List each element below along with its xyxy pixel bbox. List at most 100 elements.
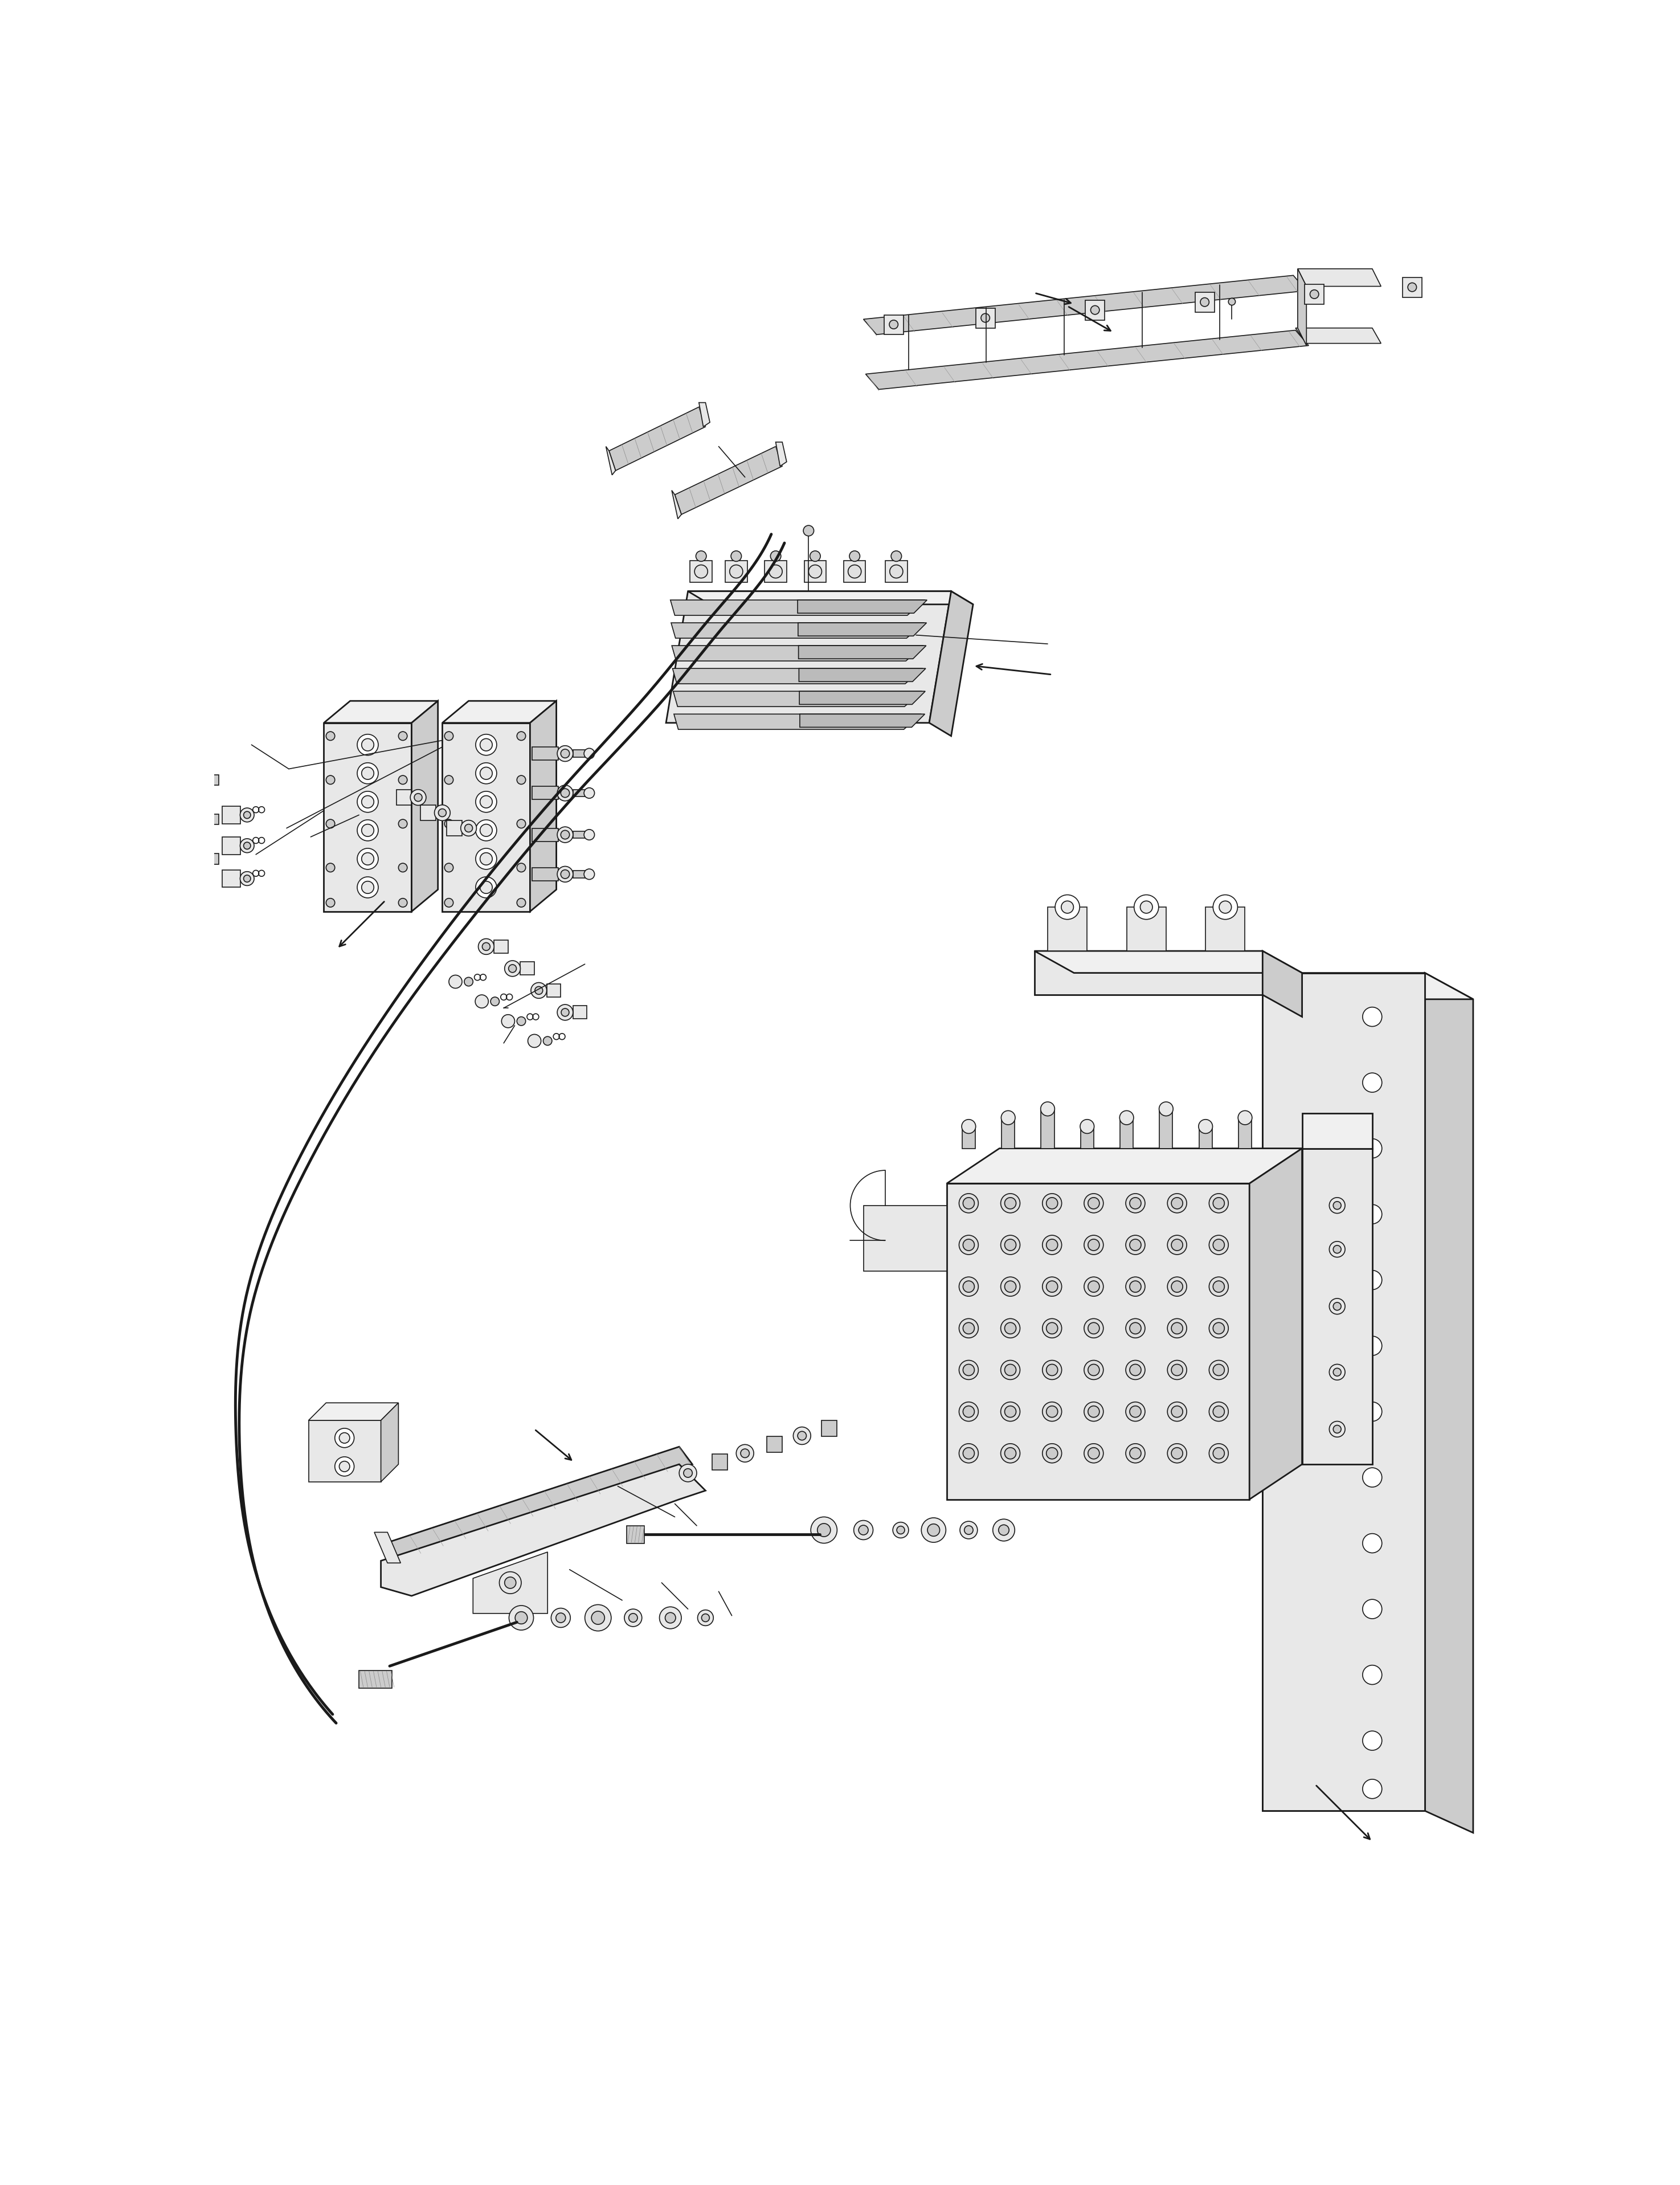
Circle shape xyxy=(897,1525,904,1534)
Circle shape xyxy=(361,767,375,780)
Circle shape xyxy=(1040,1101,1055,1117)
Polygon shape xyxy=(1263,950,1302,1016)
Circle shape xyxy=(1119,1110,1134,1125)
Polygon shape xyxy=(1263,972,1425,1811)
Circle shape xyxy=(963,1449,974,1460)
Circle shape xyxy=(585,830,595,839)
Circle shape xyxy=(244,841,250,850)
Polygon shape xyxy=(726,562,748,583)
Circle shape xyxy=(853,1521,874,1540)
Circle shape xyxy=(1089,1197,1099,1208)
Circle shape xyxy=(480,824,492,837)
Circle shape xyxy=(479,940,494,955)
Circle shape xyxy=(1213,1197,1225,1208)
Circle shape xyxy=(731,551,741,562)
Circle shape xyxy=(1362,1403,1383,1420)
Circle shape xyxy=(1089,1239,1099,1250)
Circle shape xyxy=(1005,1239,1016,1250)
Circle shape xyxy=(1126,1235,1146,1254)
Polygon shape xyxy=(800,714,924,728)
Circle shape xyxy=(771,551,781,562)
Circle shape xyxy=(1210,1318,1228,1337)
Circle shape xyxy=(628,1613,637,1621)
Polygon shape xyxy=(381,1403,398,1481)
Circle shape xyxy=(959,1235,978,1254)
Circle shape xyxy=(558,784,573,802)
Polygon shape xyxy=(670,623,924,638)
Circle shape xyxy=(398,863,407,872)
Circle shape xyxy=(491,996,499,1005)
Circle shape xyxy=(625,1608,642,1626)
Circle shape xyxy=(334,1457,354,1477)
Circle shape xyxy=(810,551,820,562)
Polygon shape xyxy=(1121,1119,1134,1149)
Polygon shape xyxy=(976,308,995,328)
Circle shape xyxy=(445,732,454,741)
Circle shape xyxy=(993,1519,1015,1540)
Circle shape xyxy=(1005,1363,1016,1377)
Polygon shape xyxy=(324,723,412,911)
Circle shape xyxy=(1168,1193,1186,1213)
Polygon shape xyxy=(672,489,682,518)
Circle shape xyxy=(890,566,902,579)
Circle shape xyxy=(1210,1193,1228,1213)
Circle shape xyxy=(561,749,570,758)
Circle shape xyxy=(449,975,462,988)
Polygon shape xyxy=(447,819,462,837)
Polygon shape xyxy=(606,446,615,474)
Circle shape xyxy=(445,898,454,907)
Polygon shape xyxy=(822,1420,837,1436)
Circle shape xyxy=(1134,896,1159,920)
Polygon shape xyxy=(1297,269,1307,345)
Circle shape xyxy=(504,961,521,977)
Circle shape xyxy=(1001,1403,1020,1420)
Polygon shape xyxy=(805,562,827,583)
Circle shape xyxy=(1042,1235,1062,1254)
Polygon shape xyxy=(1042,1110,1055,1149)
Polygon shape xyxy=(420,804,435,822)
Circle shape xyxy=(1228,297,1235,306)
Polygon shape xyxy=(1238,1119,1252,1149)
Circle shape xyxy=(981,312,990,323)
Circle shape xyxy=(502,1014,514,1027)
Circle shape xyxy=(769,566,783,579)
Polygon shape xyxy=(533,828,558,841)
Circle shape xyxy=(729,566,743,579)
Circle shape xyxy=(1362,1534,1383,1554)
Polygon shape xyxy=(712,1455,727,1471)
Circle shape xyxy=(1210,1361,1228,1379)
Polygon shape xyxy=(442,723,529,911)
Circle shape xyxy=(517,863,526,872)
Circle shape xyxy=(558,745,573,760)
Circle shape xyxy=(1001,1318,1020,1337)
Circle shape xyxy=(244,874,250,883)
Circle shape xyxy=(585,1604,612,1630)
Circle shape xyxy=(1238,1110,1252,1125)
Circle shape xyxy=(551,1608,571,1628)
Polygon shape xyxy=(674,690,922,706)
Polygon shape xyxy=(948,1149,1302,1184)
Polygon shape xyxy=(1302,1149,1373,1464)
Circle shape xyxy=(963,1197,974,1208)
Circle shape xyxy=(480,767,492,780)
Circle shape xyxy=(528,1034,541,1047)
Circle shape xyxy=(1168,1361,1186,1379)
Polygon shape xyxy=(222,870,240,887)
Circle shape xyxy=(334,1429,354,1449)
Circle shape xyxy=(1213,1405,1225,1418)
Circle shape xyxy=(561,1009,570,1016)
Polygon shape xyxy=(375,1532,400,1562)
Polygon shape xyxy=(309,1420,381,1481)
Polygon shape xyxy=(1159,1110,1173,1149)
Circle shape xyxy=(517,898,526,907)
Circle shape xyxy=(361,795,375,808)
Circle shape xyxy=(998,1525,1010,1536)
Circle shape xyxy=(1042,1361,1062,1379)
Circle shape xyxy=(848,566,862,579)
Circle shape xyxy=(561,789,570,798)
Circle shape xyxy=(1329,1298,1346,1313)
Circle shape xyxy=(808,566,822,579)
Polygon shape xyxy=(1085,299,1105,321)
Circle shape xyxy=(398,732,407,741)
Circle shape xyxy=(475,763,497,784)
